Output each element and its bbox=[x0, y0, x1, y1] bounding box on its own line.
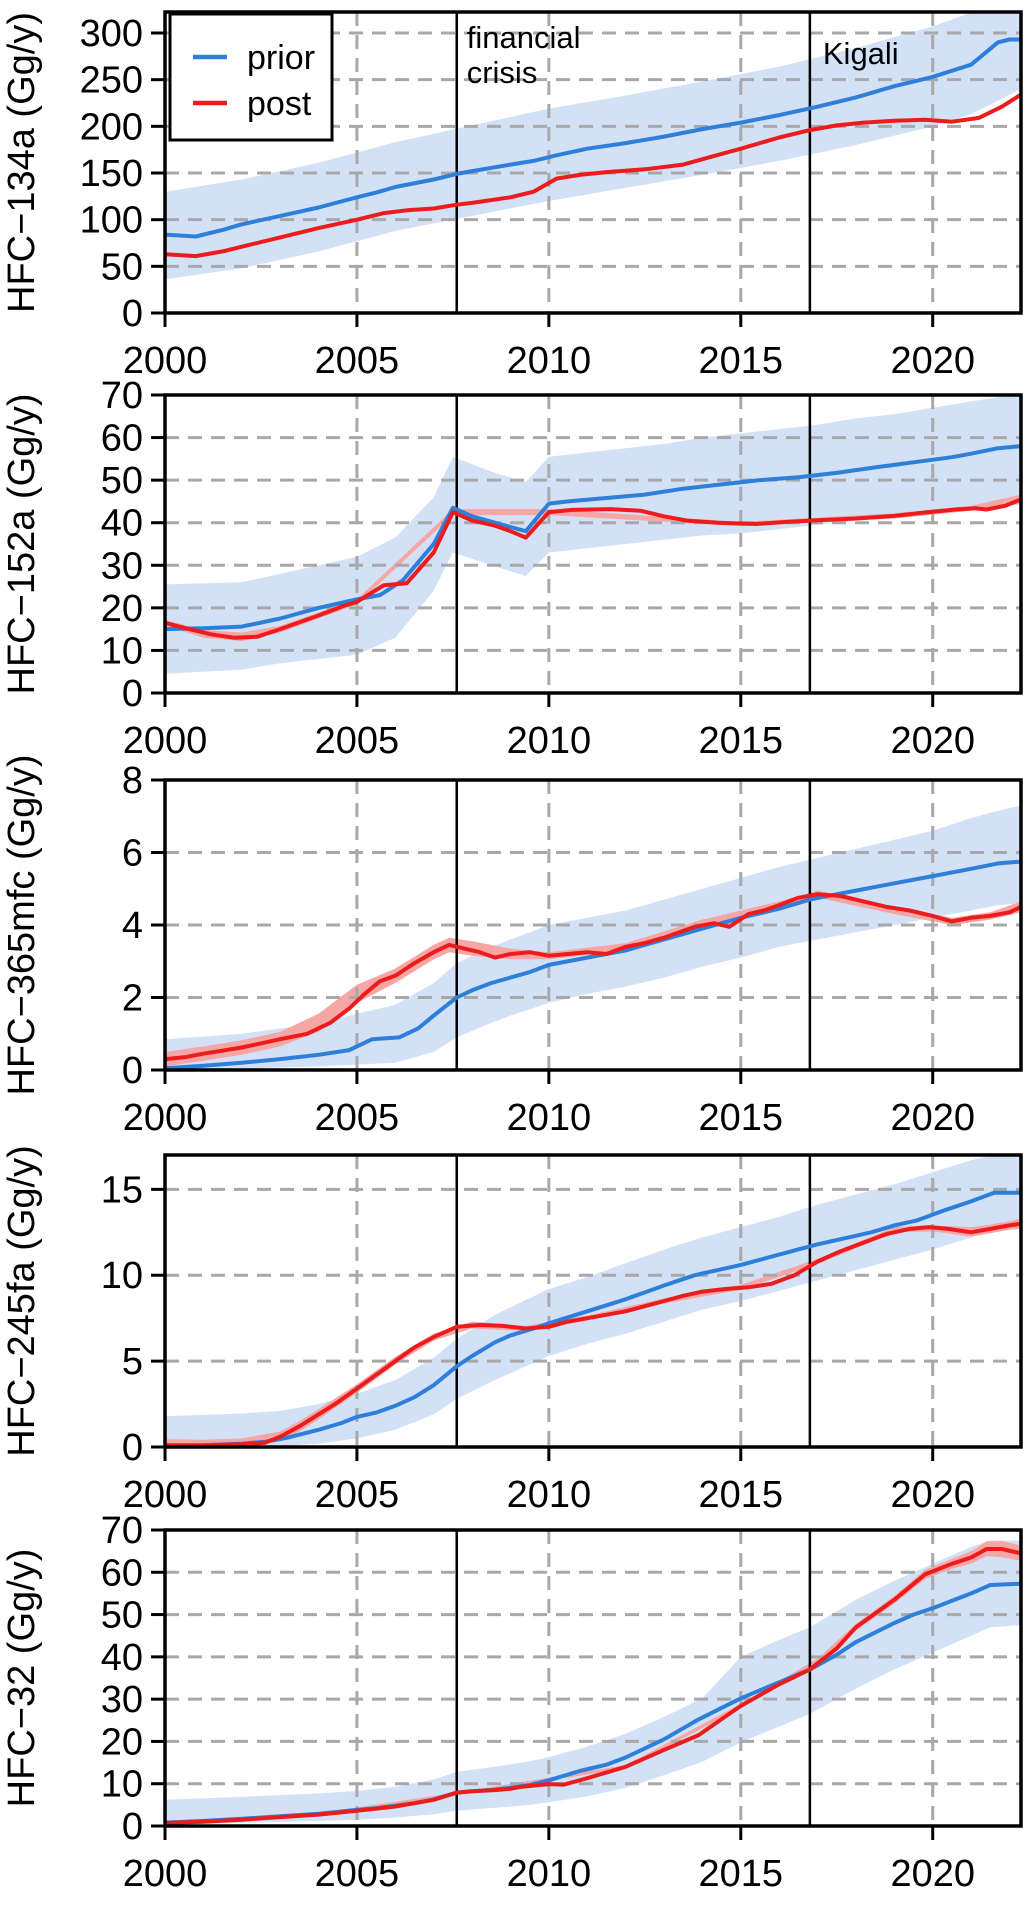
x-tick-label: 2010 bbox=[507, 1474, 592, 1516]
y-tick-label: 10 bbox=[101, 630, 143, 672]
x-tick-label: 2010 bbox=[507, 1853, 592, 1895]
prior_band bbox=[165, 1155, 1021, 1447]
y-tick-label: 2 bbox=[122, 978, 143, 1020]
x-tick-label: 2005 bbox=[315, 340, 400, 382]
x-tick-label: 2000 bbox=[123, 720, 208, 762]
panel-4: 0 5 10 15 2000 2005 2010 2015 2020 HFC−245fa (Gg/… bbox=[1, 1145, 1023, 1516]
y-tick-label: 70 bbox=[101, 375, 143, 417]
post-line bbox=[165, 1221, 1021, 1447]
panel-frame bbox=[163, 393, 1023, 695]
x-tick-label: 2000 bbox=[123, 340, 208, 382]
x-tick-label: 2005 bbox=[315, 1853, 400, 1895]
legend-box bbox=[168, 12, 334, 142]
x-tick-label: 2020 bbox=[890, 1853, 975, 1895]
y-tick-label: 40 bbox=[101, 503, 143, 545]
y-tick-label: 0 bbox=[122, 1050, 143, 1092]
y-axis-label: HFC−245fa (Gg/y) bbox=[1, 1145, 43, 1457]
panel-frame bbox=[163, 10, 1023, 315]
y-tick-label: 0 bbox=[122, 673, 143, 715]
prior_band bbox=[165, 1540, 1021, 1825]
x-tick-label: 2020 bbox=[890, 340, 975, 382]
legend-prior-label: prior bbox=[247, 39, 315, 77]
x-tick-label: 2005 bbox=[315, 1097, 400, 1139]
y-tick-label: 200 bbox=[80, 106, 143, 148]
y-tick-label: 6 bbox=[122, 833, 143, 875]
x-tick-label: 2000 bbox=[123, 1853, 208, 1895]
prior-line bbox=[165, 444, 1021, 632]
panel-frame bbox=[163, 1153, 1023, 1449]
y-tick-label: 50 bbox=[101, 460, 143, 502]
prior_band bbox=[165, 395, 1021, 674]
post_band bbox=[165, 494, 1021, 642]
post-line bbox=[165, 497, 1021, 640]
y-tick-label: 8 bbox=[122, 760, 143, 802]
y-tick-label: 10 bbox=[101, 1255, 143, 1297]
x-tick-label: 2015 bbox=[699, 340, 784, 382]
plot-area bbox=[165, 1530, 1021, 1826]
y-tick-label: 20 bbox=[101, 588, 143, 630]
prior_band bbox=[165, 805, 1021, 1070]
y-tick-label: 0 bbox=[122, 1427, 143, 1469]
y-tick-label: 150 bbox=[80, 153, 143, 195]
x-tick-label: 2010 bbox=[507, 1097, 592, 1139]
x-tick-label: 2000 bbox=[123, 1097, 208, 1139]
y-tick-label: 10 bbox=[101, 1764, 143, 1806]
plot-area bbox=[165, 1155, 1021, 1447]
y-tick-label: 250 bbox=[80, 60, 143, 102]
annotation-financial-crisis: crisis bbox=[467, 55, 538, 90]
x-tick-label: 2015 bbox=[699, 1474, 784, 1516]
y-tick-label: 60 bbox=[101, 1552, 143, 1594]
plot-area bbox=[165, 395, 1021, 693]
y-tick-label: 30 bbox=[101, 1679, 143, 1721]
plot-area bbox=[165, 780, 1021, 1070]
post_band bbox=[165, 890, 1021, 1067]
y-tick-label: 40 bbox=[101, 1637, 143, 1679]
x-tick-label: 2020 bbox=[890, 1097, 975, 1139]
y-tick-label: 50 bbox=[101, 246, 143, 288]
x-tick-label: 2005 bbox=[315, 720, 400, 762]
y-tick-label: 0 bbox=[122, 293, 143, 335]
y-tick-label: 30 bbox=[101, 545, 143, 587]
x-tick-label: 2010 bbox=[507, 720, 592, 762]
x-tick-label: 2020 bbox=[890, 720, 975, 762]
y-tick-label: 70 bbox=[101, 1510, 143, 1552]
post-line bbox=[165, 1547, 1021, 1825]
y-tick-label: 5 bbox=[122, 1341, 143, 1383]
legend: prior post bbox=[168, 12, 334, 142]
prior-line bbox=[165, 37, 1021, 239]
y-axis-label: HFC−134a (Gg/y) bbox=[1, 12, 43, 313]
y-tick-label: 100 bbox=[80, 200, 143, 242]
y-tick-label: 60 bbox=[101, 418, 143, 460]
x-tick-label: 2015 bbox=[699, 1853, 784, 1895]
y-tick-label: 300 bbox=[80, 13, 143, 55]
annotation-financial-crisis: financial bbox=[467, 20, 581, 55]
x-tick-label: 2000 bbox=[123, 1474, 208, 1516]
annotation-kigali: Kigali bbox=[823, 36, 899, 71]
post-line bbox=[165, 892, 1021, 1062]
y-tick-label: 0 bbox=[122, 1806, 143, 1848]
legend-post-label: post bbox=[247, 85, 312, 123]
y-tick-label: 20 bbox=[101, 1721, 143, 1763]
x-tick-label: 2015 bbox=[699, 720, 784, 762]
post-line bbox=[165, 92, 1021, 259]
y-axis-label: HFC−32 (Gg/y) bbox=[1, 1549, 43, 1808]
y-axis-label: HFC−365mfc (Gg/y) bbox=[1, 754, 43, 1095]
x-tick-label: 2005 bbox=[315, 1474, 400, 1516]
x-tick-label: 2020 bbox=[890, 1474, 975, 1516]
panel-3: 0 2 4 6 8 2000 2005 2010 2015 2020 HFC−365mfc (Gg/… bbox=[1, 754, 1023, 1139]
prior-line bbox=[165, 859, 1021, 1070]
panel-frame bbox=[163, 1528, 1023, 1828]
y-axis-label: HFC−152a (Gg/y) bbox=[1, 394, 43, 695]
y-tick-label: 15 bbox=[101, 1169, 143, 1211]
x-tick-label: 2010 bbox=[507, 340, 592, 382]
x-tick-label: 2015 bbox=[699, 1097, 784, 1139]
y-tick-label: 4 bbox=[122, 905, 143, 947]
y-tick-label: 50 bbox=[101, 1595, 143, 1637]
